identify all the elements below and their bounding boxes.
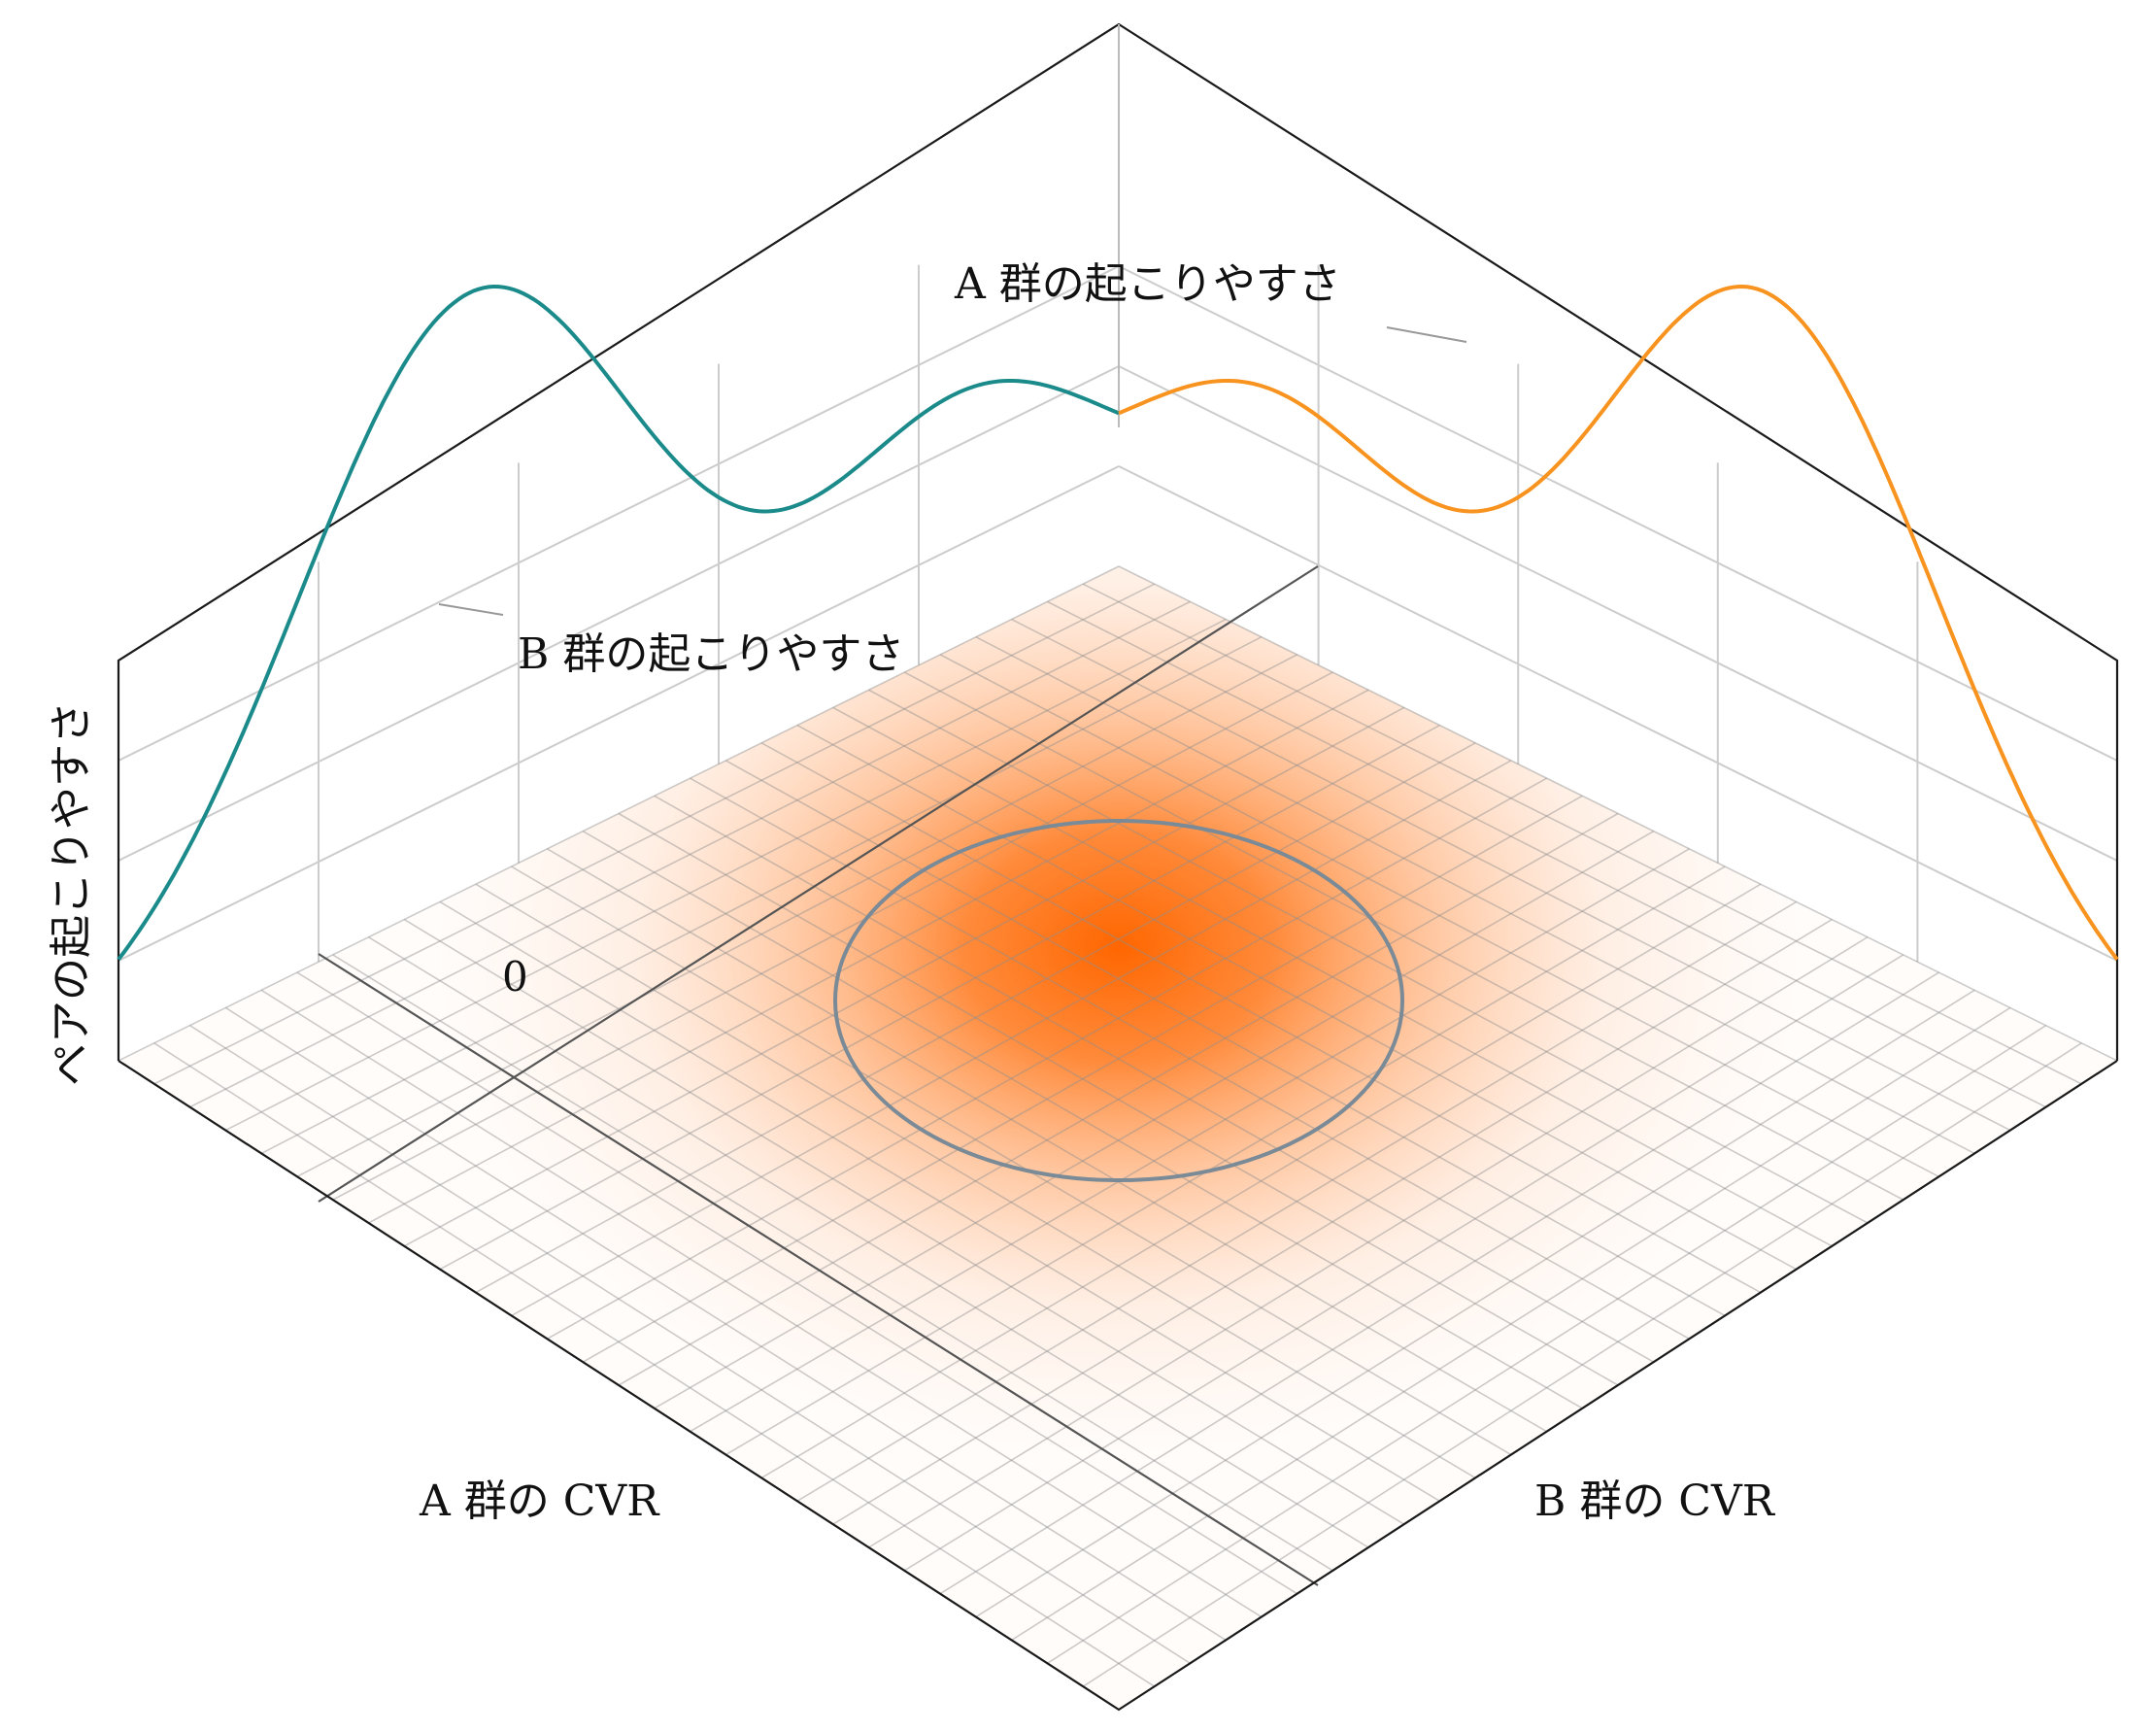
floor-grid-line — [760, 742, 1762, 1294]
b-label-leader — [438, 603, 504, 616]
wall-grid-line — [118, 265, 1120, 762]
floor-grid-line — [1046, 1024, 2047, 1664]
floor-grid-line — [582, 795, 1583, 1363]
floor-grid-line — [511, 760, 1512, 1317]
floor-grid-line — [760, 883, 1762, 1479]
floor-grid-line — [1011, 618, 2011, 1132]
floor-grid-line — [975, 989, 1975, 1618]
floor-grid-line — [153, 1042, 1156, 1687]
floor-grid-line — [1011, 1006, 2011, 1642]
floor-grid-line — [296, 654, 1297, 1177]
floor-grid-line — [1118, 565, 2118, 1062]
a-marginal-curve — [1118, 284, 2119, 961]
wall-grid-line — [1118, 465, 2118, 962]
floor-grid-line — [368, 936, 1369, 1548]
floor-grid-line — [832, 706, 1833, 1247]
floor-grid-line — [403, 706, 1405, 1247]
floor-grid-line — [224, 618, 1227, 1132]
floor-grid-line — [260, 989, 1263, 1618]
floor-grid-line — [939, 654, 1939, 1177]
floor-grid-line — [832, 918, 1833, 1525]
floor-grid-line — [1082, 583, 2082, 1085]
floor-grid-line — [654, 830, 1655, 1409]
back-wall-grid — [118, 264, 2118, 963]
floor-grid-line — [439, 900, 1440, 1502]
floor-grid-line — [260, 636, 1263, 1155]
wall-grid-line — [1118, 365, 2118, 862]
floor-grid-line — [439, 724, 1440, 1271]
floor-grid-line — [1047, 600, 2046, 1108]
floor-grid-line — [939, 971, 1939, 1595]
floor-grid-line — [975, 636, 1975, 1155]
zero-label: 0 — [502, 953, 528, 1001]
floor-heatmap — [118, 566, 2117, 1710]
wall-grid-line — [1118, 265, 2118, 762]
floor-grid-line — [511, 866, 1512, 1456]
floor-grid-line — [332, 671, 1333, 1201]
floor-grid-line — [796, 724, 1797, 1271]
floor-grid-line — [868, 936, 1869, 1548]
floor-grid-line — [403, 918, 1405, 1525]
floor-grid-line — [224, 1006, 1227, 1642]
floor-mesh — [118, 565, 2118, 1711]
floor-grid-line — [189, 600, 1191, 1108]
vertical-axis-label: ペアの起こりやすさ — [47, 701, 96, 1086]
floor-grid-line — [724, 760, 1726, 1317]
floor-grid-line — [547, 848, 1547, 1433]
floor-grid-line — [332, 954, 1333, 1572]
floor-grid-line — [153, 583, 1156, 1085]
floor-grid-line — [868, 689, 1869, 1224]
floor-grid-line — [296, 971, 1297, 1595]
floor-grid-line — [475, 883, 1476, 1479]
floor-grid-line — [475, 742, 1476, 1294]
floor-grid-line — [368, 689, 1369, 1224]
floor-grid-line — [618, 812, 1619, 1386]
floor-grid-line — [547, 777, 1547, 1340]
floor-grid-line — [1082, 1042, 2082, 1687]
a-zero-line — [318, 953, 1319, 1586]
b-marginal-label: B 群の起こりやすさ — [518, 629, 904, 679]
floor-grid-line — [118, 565, 1120, 1062]
b-marginal-curve — [117, 284, 1120, 961]
a-marginal-label: A 群の起こりやすさ — [954, 259, 1341, 309]
b-zero-line — [318, 565, 1319, 1203]
wall-grid-line — [118, 365, 1120, 862]
density-contour — [833, 819, 1404, 1182]
a-label-leader — [1386, 326, 1467, 343]
floor-grid-line — [724, 866, 1726, 1456]
floor-grid-line — [796, 900, 1797, 1502]
floor-grid-line — [903, 954, 1904, 1572]
b-axis-label: B 群の CVR — [1534, 1476, 1776, 1526]
floor-grid-line — [690, 848, 1690, 1433]
wall-grid-line — [118, 465, 1120, 962]
floor-grid-line — [690, 777, 1690, 1340]
floor-grid-line — [618, 812, 1619, 1386]
floor-grid-line — [903, 671, 1904, 1201]
a-axis-label: A 群の CVR — [419, 1476, 660, 1526]
floor-grid-line — [189, 1024, 1191, 1664]
floor-grid-line — [654, 795, 1655, 1363]
